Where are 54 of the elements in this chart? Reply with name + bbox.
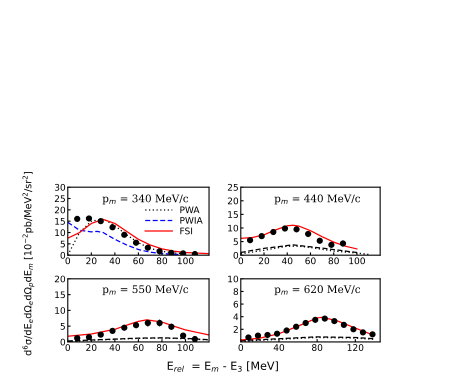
y-tick-label: 15: [228, 211, 238, 218]
y-tick-label: 6: [234, 300, 238, 308]
x-tick-label: 80: [312, 344, 322, 351]
legend-label: FSI: [180, 228, 192, 234]
x-tick-label: 0: [66, 257, 70, 264]
x-tick-label: 60: [133, 257, 144, 264]
y-tick-label: 2: [234, 326, 238, 333]
y-tick-label: 5: [234, 238, 238, 246]
y-tick-label: 15: [55, 291, 65, 298]
x-tick-label: 20: [86, 344, 96, 351]
x-tick-label: 0: [238, 257, 244, 264]
y-tick-label: 20: [54, 276, 66, 282]
x-tick-label: 60: [305, 257, 316, 264]
y-tick-label: 10: [55, 307, 66, 314]
y-tick-label: 10: [228, 276, 238, 282]
x-tick-label: 100: [349, 257, 365, 264]
y-tick-label: 20: [54, 206, 66, 214]
annotation: p$_{m}$ = 440 MeV/c: [274, 194, 360, 204]
legend-label: PWA: [180, 206, 200, 214]
annotation: p$_{m}$ = 620 MeV/c: [274, 285, 360, 296]
text: d$^{6}$σ/dE$_{e}$dΩ$_{e}$dΩ$_{p}$dE$_{m}$ [10$^{−2}$pb/MeV$^{2}$/sr$^{2}$]: [22, 172, 34, 356]
x-tick-label: 100: [178, 257, 194, 264]
x-tick-label: 80: [328, 257, 339, 264]
y-tick-label: 5: [60, 240, 65, 248]
x-tick-label: 20: [258, 257, 270, 264]
x-tick-label: 0: [66, 344, 70, 351]
x-tick-label: 120: [348, 344, 364, 351]
y-tick-label: 0: [234, 252, 238, 259]
x-tick-label: 40: [274, 344, 284, 351]
y-tick-label: 8: [234, 288, 238, 296]
annotation: p$_{m}$ = 340 MeV/c: [102, 194, 188, 204]
x-tick-label: 40: [282, 257, 292, 264]
x-tick-label: 80: [156, 257, 168, 264]
y-tick-label: 4: [233, 314, 238, 320]
y-tick-label: 15: [55, 218, 65, 225]
x-tick-label: 60: [133, 344, 144, 351]
y-tick-label: 30: [54, 184, 66, 191]
y-tick-label: 0: [60, 252, 66, 259]
y-tick-label: 25: [54, 195, 65, 202]
x-tick-label: 0: [238, 344, 244, 351]
y-tick-label: 0: [60, 338, 66, 346]
y-tick-label: 5: [60, 322, 65, 330]
x-axis-title: E$_{rel}$ = E$_{m}$ - E$_{3}$ [MeV]: [168, 361, 278, 372]
x-tick-label: 100: [178, 344, 194, 351]
annotation: p$_{m}$ = 550 MeV/c: [102, 285, 188, 296]
x-tick-label: 40: [110, 344, 120, 351]
y-tick-label: 20: [228, 198, 238, 204]
y-tick-label: 25: [228, 184, 238, 191]
x-tick-label: 40: [110, 257, 120, 264]
x-tick-label: 80: [156, 344, 168, 351]
legend-label: PWIA: [180, 217, 203, 224]
y-tick-label: 10: [228, 224, 238, 232]
x-tick-label: 20: [86, 257, 96, 264]
y-tick-label: 10: [55, 229, 66, 236]
